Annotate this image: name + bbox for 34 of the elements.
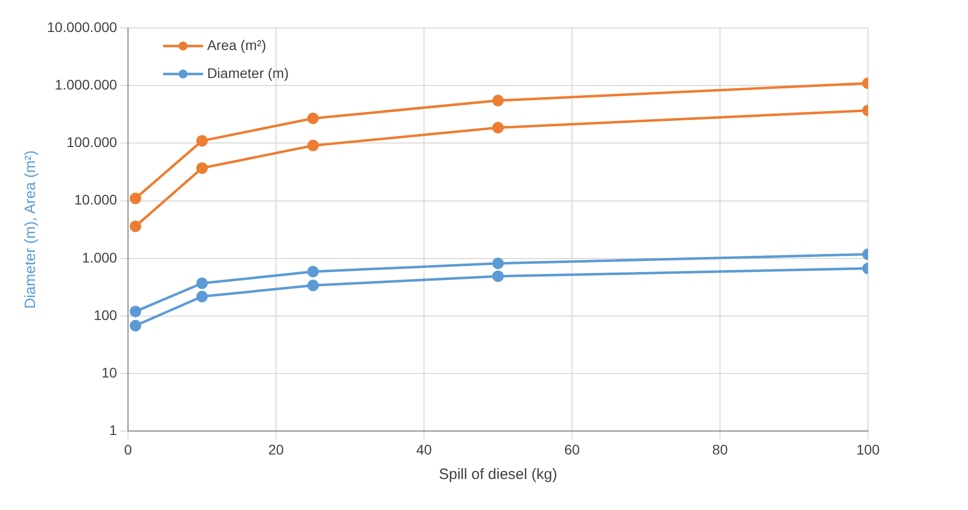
- point: [307, 112, 319, 124]
- x-axis-title: Spill of diesel (kg): [438, 466, 558, 484]
- y-tick-label: 10: [101, 364, 118, 380]
- x-tick-label: 40: [416, 441, 432, 458]
- point: [196, 162, 208, 174]
- legend-label: Diameter (m): [207, 64, 289, 81]
- point: [492, 270, 504, 282]
- point: [196, 278, 208, 290]
- y-axis-title: Diameter (m), Area (m²): [22, 150, 40, 309]
- y-tick-label: 1.000: [82, 249, 118, 266]
- y-tick-label: 1: [109, 422, 118, 438]
- point: [492, 122, 504, 134]
- point: [307, 280, 319, 292]
- legend-label: Area (m²): [207, 36, 266, 53]
- point: [492, 258, 504, 270]
- point: [492, 94, 504, 106]
- point: [130, 192, 142, 204]
- y-tick-label: 10.000.000: [46, 18, 118, 35]
- point: [196, 290, 208, 302]
- point: [196, 135, 208, 147]
- x-tick-label: 20: [268, 441, 284, 458]
- point: [307, 140, 319, 152]
- point: [130, 320, 142, 332]
- x-tick-label: 60: [564, 441, 580, 458]
- point: [307, 266, 319, 278]
- y-tick-label: 100: [94, 306, 118, 323]
- x-tick-label: 80: [712, 441, 728, 458]
- y-tick-label: 10.000: [74, 192, 118, 208]
- y-tick-label: 100.000: [66, 134, 118, 150]
- point: [130, 306, 142, 318]
- y-tick-label: 1.000.000: [54, 76, 118, 92]
- point: [130, 220, 142, 232]
- x-tick-label: 100: [856, 441, 880, 458]
- x-tick-label: 0: [124, 441, 132, 458]
